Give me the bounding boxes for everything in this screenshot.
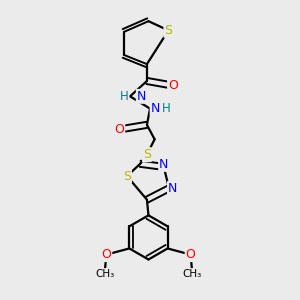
Text: N: N bbox=[151, 102, 160, 115]
Text: O: O bbox=[186, 248, 196, 261]
Text: O: O bbox=[101, 248, 111, 261]
Text: CH₃: CH₃ bbox=[95, 269, 114, 279]
Text: O: O bbox=[114, 123, 124, 136]
Text: O: O bbox=[168, 79, 178, 92]
Text: H: H bbox=[120, 90, 128, 103]
Text: CH₃: CH₃ bbox=[182, 269, 202, 279]
Text: S: S bbox=[143, 148, 151, 161]
Text: H: H bbox=[162, 102, 171, 115]
Text: N: N bbox=[137, 90, 146, 103]
Text: S: S bbox=[164, 24, 172, 37]
Text: S: S bbox=[123, 169, 131, 183]
Text: N: N bbox=[168, 182, 177, 195]
Text: N: N bbox=[159, 158, 169, 171]
